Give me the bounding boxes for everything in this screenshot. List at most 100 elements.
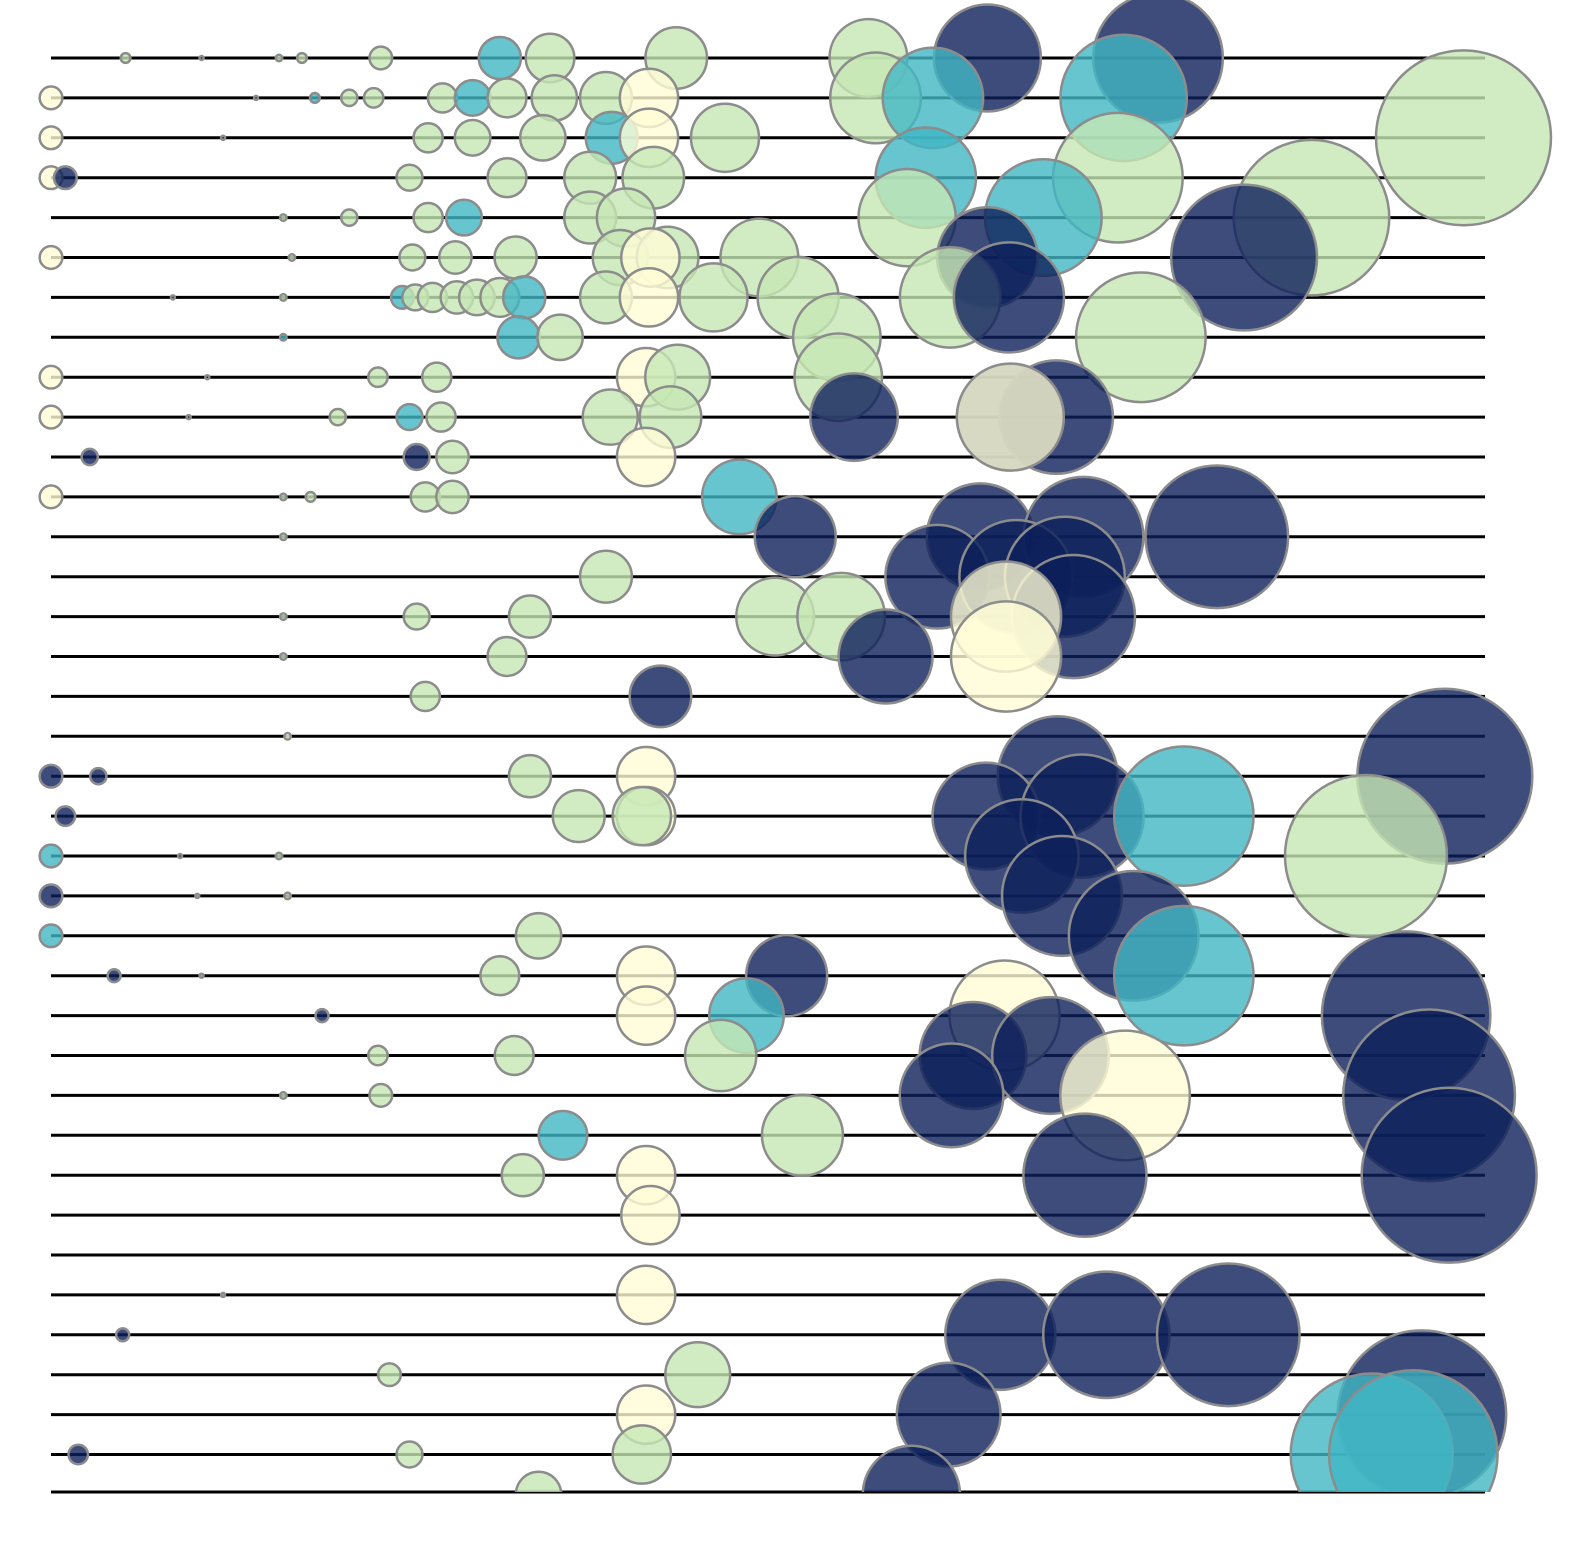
bubble-point-134 (88, 766, 108, 786)
bubble-point-82 (38, 364, 64, 390)
bubble-points (38, 0, 1553, 1492)
bubble-point-111 (753, 495, 837, 579)
bubble-point-54 (437, 240, 473, 275)
bubble-point-36 (395, 163, 424, 192)
bubble-point-108 (435, 479, 470, 515)
bubble-point-148 (274, 851, 284, 861)
bubble-point-0 (119, 51, 132, 65)
bubble-point-76 (952, 241, 1066, 354)
bubble-point-180 (760, 1093, 845, 1178)
bubble-point-170 (493, 1034, 535, 1077)
bubble-point-45 (444, 198, 484, 237)
bubble-point-78 (496, 314, 541, 360)
bubble-point-110 (278, 532, 288, 542)
bubble-point-121 (507, 594, 553, 639)
bubble-point-1 (198, 54, 205, 62)
bubble-point-70 (501, 275, 547, 320)
bubble-point-72 (618, 266, 680, 328)
bubble-point-43 (339, 208, 359, 227)
bubble-point-133 (38, 763, 64, 789)
bubble-point-83 (204, 373, 211, 381)
bubble-point-25 (38, 125, 64, 151)
bubble-point-198 (395, 1440, 424, 1469)
bubble-point-109 (700, 458, 778, 536)
bubble-point-19 (530, 73, 579, 122)
bubble-point-61 (1169, 183, 1319, 332)
bubble-point-159 (198, 972, 205, 979)
bubble-point-176 (898, 1042, 1005, 1149)
bubble-point-147 (176, 852, 184, 860)
bubble-point-44 (412, 201, 444, 234)
bubble-point-62 (169, 294, 177, 301)
bubble-point-151 (38, 883, 64, 909)
bubble-point-191 (1155, 1262, 1301, 1408)
bubble-point-181 (500, 1152, 546, 1198)
bubble-point-11 (38, 85, 64, 111)
bubble-point-171 (683, 1018, 758, 1093)
bubble-point-89 (38, 404, 64, 430)
bubble-point-84 (366, 366, 389, 389)
bubble-point-102 (435, 439, 470, 475)
bubble-point-142 (611, 785, 673, 847)
bubble-point-15 (362, 86, 385, 109)
bubble-point-188 (114, 1327, 131, 1343)
bubble-point-12 (252, 94, 260, 102)
bubble-point-132 (283, 731, 293, 741)
bubble-point-55 (493, 235, 538, 280)
bubble-point-165 (615, 985, 677, 1047)
bubble-point-53 (398, 243, 427, 272)
bubble-point-179 (537, 1109, 589, 1161)
bubble-point-150 (1283, 773, 1449, 939)
bubble-point-201 (1327, 1369, 1499, 1492)
bubble-point-175 (368, 1082, 394, 1108)
bubble-point-37 (486, 157, 528, 199)
bubble-point-163 (1112, 904, 1255, 1047)
bubble-point-131 (628, 664, 693, 729)
bubble-point-186 (219, 1291, 227, 1299)
bubble-point-160 (479, 955, 521, 997)
bubble-point-77 (278, 332, 288, 342)
bubble-point-103 (615, 426, 677, 488)
bubble-point-27 (412, 121, 444, 154)
bubble-point-115 (578, 549, 634, 604)
bubble-point-91 (328, 407, 348, 427)
bubble-point-192 (376, 1362, 403, 1388)
bubble-point-128 (837, 608, 934, 705)
bubble-point-28 (453, 118, 492, 157)
bubble-point-203 (861, 1444, 962, 1492)
bubble-point-156 (514, 911, 563, 960)
bubble-point-127 (486, 635, 528, 678)
bubble-point-18 (486, 77, 528, 119)
bubble-point-81 (1074, 271, 1207, 404)
bubble-point-129 (949, 600, 1063, 713)
bubble-point-93 (425, 401, 457, 433)
bubble-point-197 (67, 1443, 90, 1466)
bubble-point-199 (611, 1424, 673, 1485)
bubble-point-158 (106, 967, 122, 984)
bubble-point-32 (689, 102, 761, 174)
bubble-point-155 (38, 923, 64, 949)
bubble-point-73 (678, 262, 749, 333)
bubble-point-135 (507, 753, 553, 799)
bubble-point-130 (409, 680, 442, 713)
bubble-point-106 (304, 490, 317, 504)
bubble-point-164 (314, 1007, 330, 1024)
bubble-point-17 (453, 78, 492, 117)
bubble-point-185 (620, 1184, 681, 1246)
bubble-point-153 (283, 891, 293, 901)
bubble-point-14 (339, 88, 359, 108)
bubble-point-184 (1360, 1086, 1538, 1264)
bubble-point-145 (1112, 745, 1255, 888)
bubble-point-101 (402, 442, 431, 472)
bubble-point-35 (52, 165, 78, 191)
bubble-point-190 (1041, 1270, 1171, 1400)
bubble-point-152 (194, 892, 201, 900)
bubble-point-146 (38, 843, 64, 869)
bubble-point-4 (368, 45, 394, 71)
bubble-point-16 (426, 82, 459, 114)
bubble-point-51 (38, 244, 64, 271)
bubble-point-174 (278, 1090, 288, 1100)
bubble-point-52 (287, 253, 297, 262)
bubble-point-96 (809, 372, 900, 463)
